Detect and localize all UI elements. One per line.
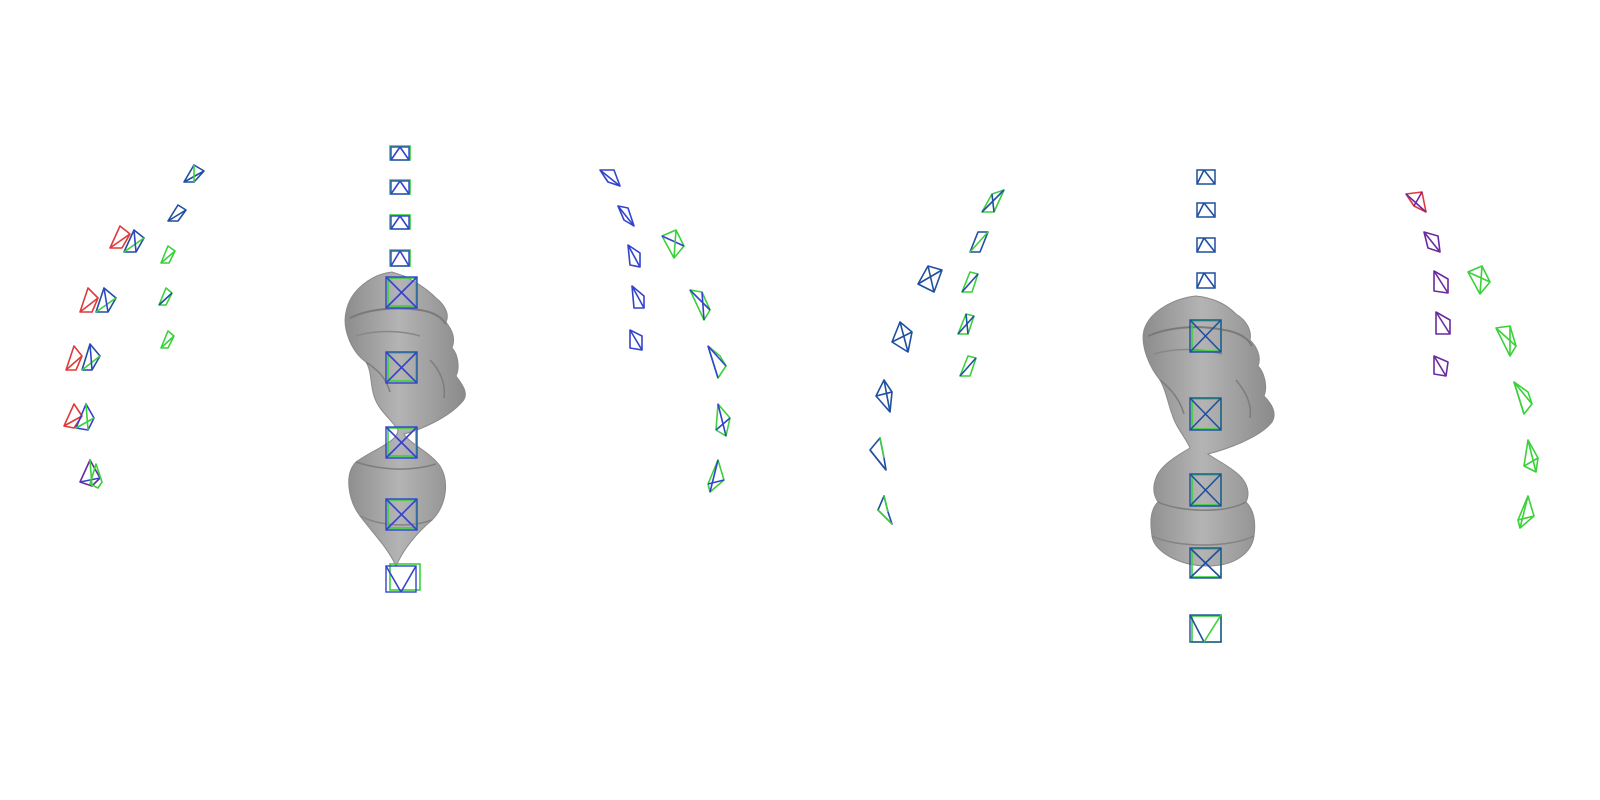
camera-frustum xyxy=(385,498,418,531)
camera-frustum xyxy=(1189,319,1222,353)
camera-frustum xyxy=(891,321,913,353)
camera-frustum xyxy=(385,426,418,459)
camera-frustum xyxy=(1435,311,1451,335)
camera-frustum xyxy=(617,205,635,227)
camera-frustum xyxy=(109,225,131,249)
camera-frustum xyxy=(183,164,205,183)
camera-frustum xyxy=(389,145,411,161)
camera-frustum xyxy=(1189,473,1222,507)
camera-frustum xyxy=(89,463,103,489)
camera-frustum xyxy=(1523,439,1539,473)
camera-frustum xyxy=(75,403,95,431)
camera-frustum xyxy=(1433,355,1449,377)
camera-frustum xyxy=(917,265,943,293)
camera-frustum xyxy=(957,313,975,335)
camera-frustum xyxy=(875,379,893,413)
camera-frustum xyxy=(81,343,101,371)
camera-frustum xyxy=(160,330,175,349)
sculpture-mesh xyxy=(344,271,466,568)
camera-frustum xyxy=(689,289,711,321)
camera-frustum xyxy=(95,287,117,313)
camera-frustum xyxy=(1189,614,1222,643)
camera-frustum xyxy=(1189,397,1222,431)
camera-frustum xyxy=(1196,237,1216,253)
camera-frustum xyxy=(631,285,645,309)
camera-frustum xyxy=(1517,495,1535,529)
camera-frustum xyxy=(1467,265,1491,295)
camera-frustum xyxy=(707,459,725,493)
camera-frustum xyxy=(1495,325,1517,357)
camera-frustum xyxy=(599,169,621,187)
camera-frustum xyxy=(63,403,83,429)
camera-frustum xyxy=(1196,202,1216,218)
panel-5-bust xyxy=(1142,169,1275,643)
panel-3-trajectories xyxy=(599,169,731,493)
camera-frustum xyxy=(959,355,977,377)
camera-frustum xyxy=(981,189,1005,213)
camera-frustum xyxy=(869,437,887,471)
camera-frustum xyxy=(65,345,83,371)
camera-frustum xyxy=(389,214,411,230)
camera-frustum xyxy=(158,287,173,306)
camera-frustum xyxy=(969,231,989,253)
camera-frustum xyxy=(1196,272,1216,289)
sculpture-mesh xyxy=(1142,295,1275,567)
camera-frustum xyxy=(389,179,411,195)
panel-6-trajectories xyxy=(1405,191,1539,529)
camera-frustum xyxy=(167,204,187,222)
camera-frustum xyxy=(1196,169,1216,185)
camera-frustum xyxy=(1513,381,1533,415)
camera-frustum xyxy=(629,329,643,351)
camera-frustum xyxy=(160,245,176,264)
camera-frustum xyxy=(627,244,641,268)
camera-frustum xyxy=(385,563,421,593)
camera-frustum xyxy=(1405,191,1427,213)
camera-frustum xyxy=(715,403,731,437)
camera-frustum xyxy=(1433,270,1449,294)
camera-frustum xyxy=(961,271,979,293)
camera-frustum xyxy=(385,276,418,309)
panel-1-trajectories xyxy=(63,164,205,489)
camera-frustum xyxy=(1189,547,1222,579)
panel-4-trajectories xyxy=(869,189,1005,525)
camera-frustum xyxy=(1423,231,1441,253)
camera-frustum xyxy=(123,229,145,253)
camera-frustum xyxy=(385,351,418,384)
camera-frustum xyxy=(79,287,99,313)
panel-2-bust xyxy=(344,145,466,593)
camera-frustum xyxy=(877,495,893,525)
camera-frustum xyxy=(707,345,727,379)
camera-frustum xyxy=(661,229,685,259)
camera-frustum xyxy=(389,249,411,267)
